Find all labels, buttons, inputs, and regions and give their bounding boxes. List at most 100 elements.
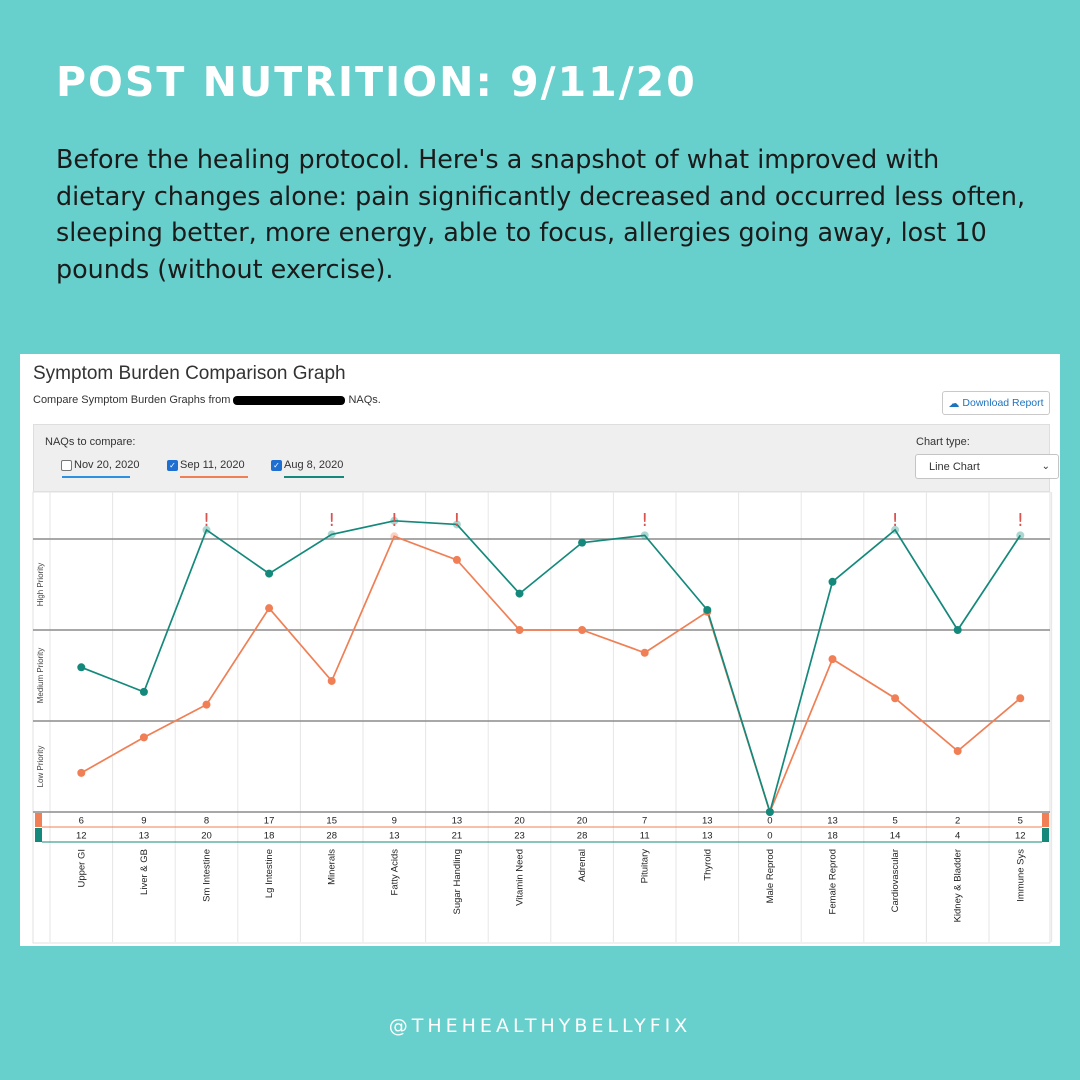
- row-value: 20: [514, 816, 525, 827]
- row-value: 18: [827, 831, 838, 842]
- data-point: [390, 516, 399, 525]
- category-label: Adrenal: [577, 849, 588, 882]
- row-value: 7: [642, 816, 647, 827]
- row-value: 9: [392, 816, 397, 827]
- data-point: [327, 676, 336, 685]
- row-value: 12: [76, 831, 87, 842]
- category-label: Cardiovascular: [890, 849, 901, 912]
- data-point: [578, 538, 587, 547]
- naq-checkbox-sep-11[interactable]: ✓: [167, 459, 178, 471]
- card-subtitle: Compare Symptom Burden Graphs from NAQs.: [33, 394, 381, 406]
- download-report-button[interactable]: ☁ Download Report: [942, 391, 1050, 415]
- naq-option-nov-20[interactable]: Nov 20, 2020: [61, 459, 140, 478]
- category-label: Sugar Handling: [452, 849, 463, 915]
- naq-option-aug-8[interactable]: ✓ Aug 8, 2020: [271, 459, 344, 478]
- series-row-marker: [1042, 828, 1049, 842]
- row-value: 4: [955, 831, 960, 842]
- data-point: [327, 530, 336, 539]
- naq-series-swatch: [180, 476, 248, 478]
- category-label: Immune Sys: [1015, 849, 1026, 902]
- naq-option-label: Aug 8, 2020: [284, 459, 344, 471]
- series-line: [80, 519, 1022, 816]
- chart-type-label: Chart type:: [916, 436, 970, 448]
- data-point: [77, 663, 86, 672]
- row-value: 17: [264, 816, 275, 827]
- footer-handle: @THEHEALTHYBELLYFIX: [388, 1015, 692, 1037]
- data-point: [1016, 531, 1025, 540]
- symptom-burden-card: Symptom Burden Comparison Graph Compare …: [20, 354, 1060, 946]
- data-point: [452, 555, 461, 564]
- naq-checkbox-nov-20[interactable]: [61, 459, 72, 471]
- category-label: Male Reprod: [765, 849, 776, 903]
- row-value: 15: [326, 816, 337, 827]
- data-point: [640, 648, 649, 657]
- alert-icon: !: [391, 510, 398, 531]
- category-label: Thyroid: [702, 849, 713, 881]
- naq-option-sep-11[interactable]: ✓ Sep 11, 2020: [167, 459, 248, 478]
- data-point: [578, 626, 587, 634]
- data-point: [953, 626, 962, 634]
- data-point: [202, 700, 211, 709]
- data-point: [891, 694, 900, 703]
- data-point: [390, 532, 399, 541]
- category-label: Female Reprod: [828, 849, 839, 914]
- row-value: 0: [767, 831, 772, 842]
- compare-controls: NAQs to compare: Nov 20, 2020 ✓ Sep 11, …: [33, 424, 1059, 492]
- naq-option-label: Nov 20, 2020: [74, 459, 140, 471]
- data-point: [139, 733, 148, 742]
- alert-icon: !: [203, 510, 210, 531]
- row-value: 21: [452, 831, 463, 842]
- priority-band-label: Medium Priority: [36, 648, 45, 704]
- naq-checkbox-aug-8[interactable]: ✓: [271, 459, 282, 471]
- redacted-name: [233, 395, 346, 405]
- row-value: 13: [389, 831, 400, 842]
- chart-frame: [32, 491, 1051, 944]
- data-point: [828, 655, 837, 664]
- data-point: [953, 747, 962, 756]
- priority-band-label: Low Priority: [36, 746, 45, 788]
- description: Before the healing protocol. Here's a sn…: [56, 144, 1026, 284]
- naq-series-swatch: [62, 476, 130, 478]
- series-line: [80, 535, 1021, 815]
- series-row-marker: [35, 813, 42, 827]
- data-point: [891, 525, 900, 534]
- data-point: [265, 569, 274, 578]
- alert-icon: !: [453, 510, 460, 531]
- data-point: [452, 520, 461, 529]
- naq-option-label-wrap: Sep 11, 2020: [180, 459, 248, 478]
- category-label: Pituitary: [640, 849, 651, 884]
- data-point: [139, 687, 148, 696]
- card-title: Symptom Burden Comparison Graph: [33, 363, 346, 384]
- category-label: Liver & GB: [139, 849, 150, 895]
- headline: POST NUTRITION: 9/11/20: [56, 58, 697, 106]
- row-value: 18: [264, 831, 275, 842]
- naq-option-label-wrap: Aug 8, 2020: [284, 459, 344, 478]
- alert-icon: !: [328, 510, 335, 531]
- row-value: 14: [890, 831, 901, 842]
- data-point: [765, 808, 774, 816]
- row-value: 13: [452, 816, 463, 827]
- chevron-down-icon: ⌄: [1041, 461, 1050, 472]
- data-point: [703, 605, 712, 614]
- data-point: [1016, 694, 1025, 703]
- category-label: Sm Intestine: [202, 849, 213, 902]
- category-label: Vitamin Need: [515, 849, 526, 906]
- row-value: 13: [827, 816, 838, 827]
- data-point: [265, 604, 274, 613]
- category-label: Minerals: [327, 849, 338, 885]
- row-value: 13: [702, 816, 713, 827]
- row-value: 13: [139, 831, 150, 842]
- naq-option-label: Sep 11, 2020: [180, 459, 245, 471]
- row-value: 5: [892, 816, 897, 827]
- chart-type-select[interactable]: Line Chart ⌄: [915, 454, 1059, 479]
- data-point: [640, 531, 649, 540]
- row-value: 2: [955, 816, 960, 827]
- row-value: 8: [204, 816, 209, 827]
- row-value: 13: [702, 831, 713, 842]
- row-value: 28: [326, 831, 337, 842]
- series-row-marker: [35, 828, 42, 842]
- row-value: 20: [201, 831, 212, 842]
- cloud-download-icon: ☁: [948, 397, 960, 410]
- symptom-burden-chart: Low Priority Medium Priority High Priority…: [32, 491, 1053, 944]
- series-row-marker: [1042, 813, 1049, 827]
